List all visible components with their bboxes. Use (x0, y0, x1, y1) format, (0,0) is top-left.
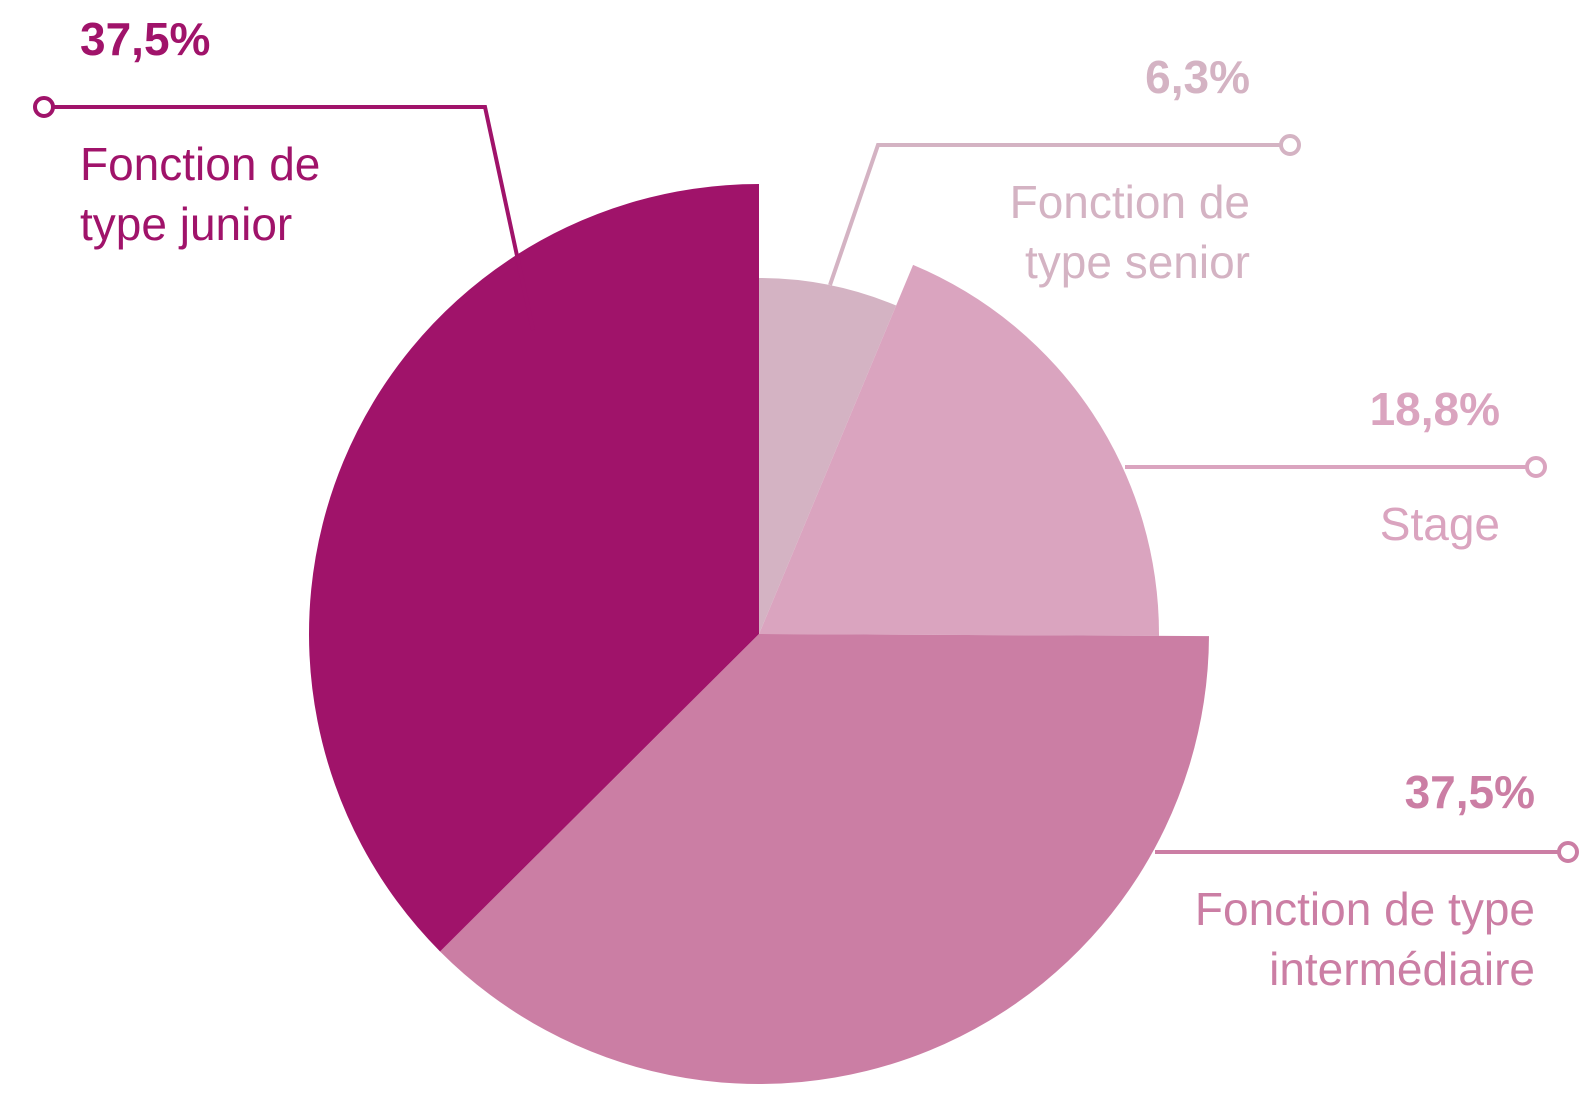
category-label: Fonction de type senior (1009, 176, 1250, 288)
category-label: Fonction de type intermédiaire (1194, 883, 1535, 995)
value-label: 18,8% (1370, 383, 1500, 435)
pie-slice (440, 634, 1209, 1084)
value-label: 37,5% (80, 13, 210, 65)
leader-dot (1557, 841, 1579, 863)
pie-slice (759, 264, 1159, 636)
leader-dot (33, 96, 55, 118)
leader-dot (1279, 134, 1301, 156)
leader-dot (1525, 456, 1547, 478)
value-label: 6,3% (1145, 51, 1250, 103)
category-label: Stage (1379, 498, 1500, 550)
leader-line (44, 105, 535, 331)
leader-line (828, 143, 1290, 286)
pie-slice (759, 278, 897, 634)
value-label: 37,5% (1405, 766, 1535, 818)
category-label: Fonction de type junior (80, 138, 321, 250)
pie-slice (308, 184, 759, 952)
